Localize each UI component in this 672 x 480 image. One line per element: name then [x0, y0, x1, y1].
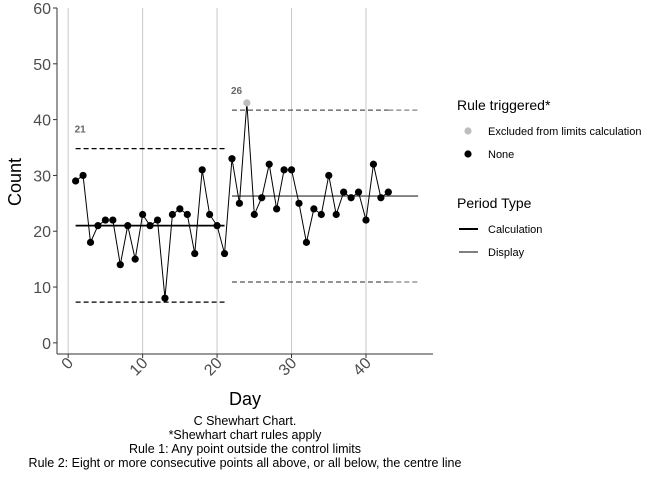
- data-point: [384, 188, 392, 196]
- data-point: [354, 188, 363, 196]
- data-point: [280, 166, 288, 174]
- data-point: [124, 222, 132, 230]
- legend-period-item: Calculation: [488, 224, 542, 236]
- caption-line: Rule 1: Any point outside the control li…: [128, 442, 362, 456]
- data-point: [191, 249, 199, 258]
- data-point: [369, 160, 378, 168]
- data-point: [206, 210, 214, 219]
- legend-period-item: Display: [488, 247, 525, 259]
- data-point: [332, 210, 340, 219]
- data-point: [146, 222, 154, 230]
- caption-line: C Shewhart Chart.: [193, 414, 297, 428]
- data-point: [362, 216, 370, 224]
- data-point: [287, 166, 296, 174]
- x-axis-label: Day: [229, 389, 261, 409]
- data-point: [377, 194, 385, 202]
- y-tick-label: 60: [33, 1, 51, 18]
- data-point: [250, 210, 258, 219]
- legend-excluded-key: [464, 127, 472, 135]
- data-point: [153, 216, 162, 224]
- data-point: [131, 255, 139, 263]
- data-point: [220, 249, 229, 258]
- caption-line: *Shewhart chart rules apply: [168, 428, 322, 442]
- y-tick-label: 10: [33, 280, 51, 297]
- data-point: [86, 238, 95, 246]
- y-axis-label: Count: [5, 158, 25, 206]
- x-tick-label: 20: [201, 355, 226, 380]
- data-point: [176, 205, 184, 213]
- data-point: [228, 155, 236, 163]
- x-tick-label: 30: [276, 355, 301, 380]
- period-centre-label: 26: [231, 86, 243, 97]
- data-point: [101, 216, 109, 224]
- data-point: [183, 210, 191, 219]
- data-point: [302, 238, 311, 246]
- control-limits: 21 26: [75, 86, 419, 303]
- y-tick-label: 20: [33, 224, 51, 241]
- legend-rule-item: Excluded from limits calculation: [488, 126, 641, 138]
- data-point: [235, 199, 244, 207]
- y-tick-label: 0: [42, 336, 51, 353]
- y-tick-label: 50: [33, 57, 51, 74]
- data-point: [317, 210, 325, 219]
- data-point: [273, 205, 281, 213]
- data-point: [347, 194, 355, 202]
- data-point-excluded: [243, 99, 251, 107]
- data-point: [325, 171, 333, 180]
- y-tick-label: 30: [33, 168, 51, 185]
- data-point: [109, 216, 117, 224]
- y-tick-label: 40: [33, 113, 51, 130]
- x-tick-label: 40: [350, 355, 375, 380]
- legend-none-key: [464, 150, 472, 158]
- legend-period-title: Period Type: [457, 195, 532, 211]
- chart-caption: C Shewhart Chart. *Shewhart chart rules …: [0, 414, 490, 470]
- period-centre-label: 21: [75, 125, 87, 136]
- legend-rule-title: Rule triggered*: [457, 97, 551, 113]
- data-point: [161, 294, 169, 302]
- data-point: [198, 166, 206, 174]
- data-point: [258, 194, 266, 202]
- legend: Rule triggered* Excluded from limits cal…: [457, 97, 641, 259]
- x-tick-label: 10: [127, 355, 152, 380]
- grid-lines: [67, 8, 367, 354]
- legend-rule-item: None: [488, 149, 514, 161]
- axes: [53, 7, 433, 358]
- series-line: [75, 102, 389, 299]
- data-point: [116, 261, 124, 269]
- data-point: [79, 171, 87, 180]
- data-point: [139, 210, 147, 219]
- data-point: [168, 210, 177, 219]
- data-point: [265, 160, 273, 168]
- data-point: [340, 188, 348, 196]
- data-point: [295, 199, 303, 207]
- data-series: [72, 99, 392, 302]
- caption-line: Rule 2: Eight or more consecutive points…: [28, 456, 462, 470]
- data-point: [94, 222, 102, 230]
- data-point: [213, 222, 221, 230]
- data-point: [72, 177, 80, 185]
- data-point: [310, 205, 318, 213]
